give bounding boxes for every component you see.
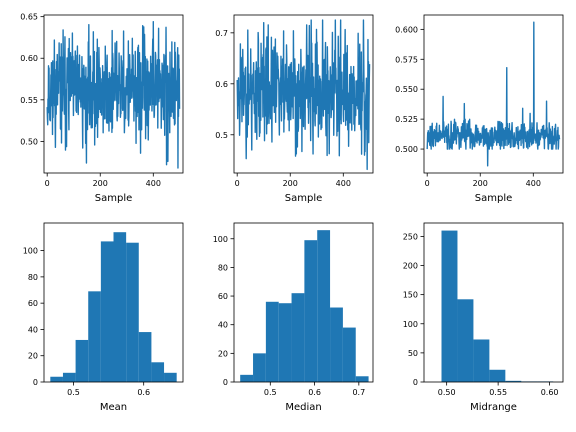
axes-frame [43, 14, 184, 174]
x-tick-label: 0 [425, 179, 430, 188]
y-tick-label: 0.550 [395, 85, 418, 94]
x-tick-label: 0 [235, 179, 240, 188]
x-tick-label: 0.60 [541, 388, 559, 397]
x-axis-label: Median [285, 402, 321, 413]
x-tick-label: 0 [45, 179, 50, 188]
x-tick-label: 0.5 [67, 388, 80, 397]
series-line [236, 19, 371, 171]
x-axis-label: Sample [285, 193, 323, 204]
y-tick-label: 80 [218, 263, 228, 272]
y-tick-label: 50 [408, 349, 418, 358]
histogram-bar [473, 339, 490, 382]
series-line [46, 20, 181, 169]
y-tick-label: 150 [403, 291, 418, 300]
y-tick-label: 0.600 [395, 25, 418, 34]
x-tick-label: 0.6 [137, 388, 150, 397]
x-axis-label: Sample [95, 193, 133, 204]
y-tick-label: 40 [218, 321, 228, 330]
histogram-bar [265, 301, 279, 382]
subplot-3: 0 200 400 0.500 0.525 0.550 0.575 0.600 Sample [395, 14, 564, 204]
axes-frame [233, 14, 374, 174]
subplot-5: 0.5 0.6 0.7 0 20 40 60 80 100 Median [213, 222, 374, 413]
x-tick-label: 0.6 [308, 388, 321, 397]
y-tick-label: 0.50 [20, 137, 38, 146]
x-tick-label: 400 [336, 179, 351, 188]
x-tick-label: 400 [526, 179, 541, 188]
y-tick-label: 0 [33, 378, 38, 387]
subplot-4: 0.5 0.6 0 20 40 60 80 100 Mean [23, 222, 184, 413]
y-tick-label: 200 [403, 262, 418, 271]
x-tick-label: 400 [146, 179, 161, 188]
histogram-bar [317, 230, 331, 382]
x-axis-label: Mean [100, 402, 127, 413]
axes-frame [423, 14, 564, 174]
histogram-bar [88, 291, 101, 382]
histogram-bar [138, 332, 152, 382]
histogram-bar [330, 307, 343, 382]
y-tick-label: 60 [28, 299, 38, 308]
axes-frame [233, 222, 374, 383]
x-tick-label: 0.5 [264, 388, 277, 397]
x-tick-label: 200 [473, 179, 488, 188]
y-tick-label: 250 [403, 232, 418, 241]
subplot-6: 0.50 0.55 0.60 0 50 100 150 200 250 Midrange [403, 222, 564, 413]
y-tick-label: 0.5 [215, 131, 228, 140]
y-tick-label: 0 [413, 378, 418, 387]
axes-frame [43, 222, 184, 383]
histogram-bar [126, 242, 139, 382]
histogram-bar [304, 240, 318, 382]
histogram-bar [151, 362, 165, 382]
histogram-bar [489, 369, 506, 382]
y-tick-label: 0.575 [395, 55, 418, 64]
histogram-bar [355, 376, 369, 382]
histogram-bar [164, 372, 177, 382]
x-axis-label: Midrange [470, 402, 517, 413]
y-tick-label: 0.60 [20, 54, 38, 63]
y-tick-label: 0.7 [215, 29, 228, 38]
histogram-bar [253, 353, 266, 382]
y-tick-label: 40 [28, 325, 38, 334]
y-tick-label: 0.525 [395, 115, 418, 124]
y-tick-label: 100 [23, 247, 38, 256]
y-tick-label: 0 [223, 378, 228, 387]
histogram-bar [441, 230, 458, 382]
histogram-bar [100, 241, 114, 382]
histogram-bar [62, 372, 76, 382]
histogram-bar [457, 299, 474, 382]
y-tick-label: 20 [28, 352, 38, 361]
y-tick-label: 0.500 [395, 145, 418, 154]
y-tick-label: 60 [218, 292, 228, 301]
histogram-bar [291, 293, 305, 382]
histogram-bar [113, 232, 127, 382]
histogram-bar [75, 339, 89, 382]
histogram-bar [505, 380, 522, 382]
histogram-bar [342, 327, 356, 382]
y-tick-label: 0.65 [20, 13, 38, 22]
y-tick-label: 100 [403, 320, 418, 329]
x-tick-label: 200 [93, 179, 108, 188]
y-tick-label: 0.55 [20, 96, 38, 105]
series-line [426, 21, 561, 167]
x-tick-label: 0.55 [489, 388, 507, 397]
subplot-2: 0 200 400 0.5 0.6 0.7 Sample [215, 14, 374, 204]
subplot-1: 0 200 400 0.50 0.55 0.60 0.65 Sample [20, 13, 184, 204]
x-tick-label: 0.7 [352, 388, 365, 397]
x-axis-label: Sample [475, 193, 513, 204]
y-tick-label: 80 [28, 273, 38, 282]
histogram-bar [278, 303, 292, 382]
x-tick-label: 0.50 [438, 388, 456, 397]
histogram-bar [240, 374, 254, 382]
y-tick-label: 20 [218, 349, 228, 358]
y-tick-label: 0.6 [215, 80, 228, 89]
y-tick-label: 100 [213, 235, 228, 244]
axes-frame [423, 222, 564, 383]
histogram-bar [50, 376, 63, 382]
x-tick-label: 200 [283, 179, 298, 188]
